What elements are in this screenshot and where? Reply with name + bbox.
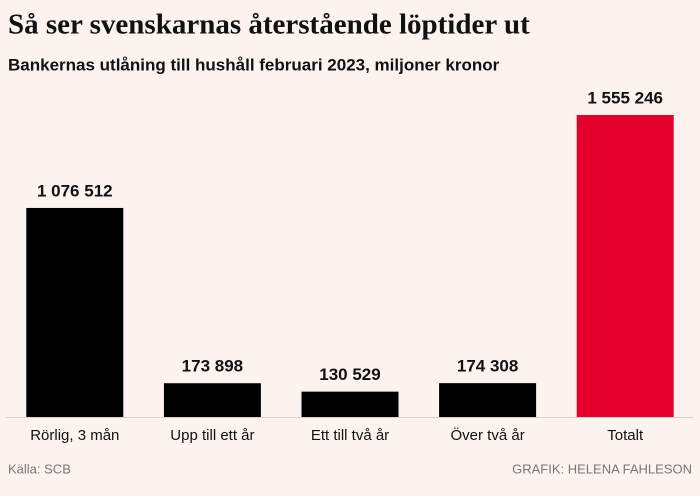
value-label: 1 076 512 [37,181,113,200]
bar [163,383,261,417]
x-tick-label: Över två år [451,426,525,444]
source: Källa: SCB [8,461,71,476]
value-label: 1 555 246 [587,88,663,107]
credit: GRAFIK: HELENA FAHLESON [512,461,692,476]
x-tick-label: Upp till ett år [170,427,254,444]
bar [26,207,124,417]
chart-title: Så ser svenskarnas återstående löptider … [8,9,530,41]
value-label: 130 529 [319,365,380,384]
chart-subtitle: Bankernas utlåning till hushåll februari… [8,55,500,74]
x-tick-label: Totalt [607,427,644,444]
value-label: 173 898 [182,357,243,376]
bar [301,391,399,417]
value-label: 174 308 [457,357,518,376]
bar [576,115,674,417]
x-tick-label: Ett till två år [311,427,389,444]
bar [439,383,537,417]
x-tick-label: Rörlig, 3 mån [30,427,119,444]
